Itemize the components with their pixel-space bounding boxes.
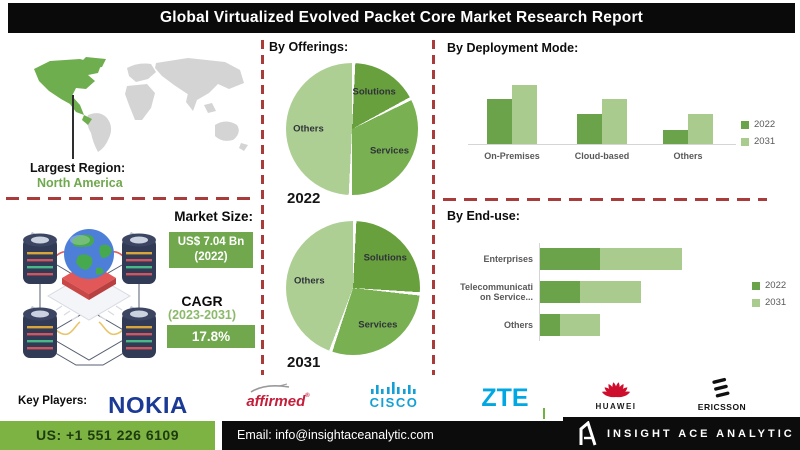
deployment-bar-2022	[487, 99, 512, 144]
enduse-segment-2031	[600, 248, 682, 270]
deployment-category-label: Cloud-based	[574, 151, 630, 161]
brand-name: INSIGHT ACE ANALYTIC	[607, 427, 795, 440]
largest-region-label: Largest Region:	[30, 161, 126, 175]
deployment-legend: 2022 2031	[741, 119, 775, 153]
enduse-title: By End-use:	[447, 209, 520, 223]
cisco-bars-icon	[371, 382, 416, 394]
offerings-pie-2022: Solutions Services Others	[286, 63, 418, 195]
legend-label: 2031	[765, 297, 787, 308]
enduse-segment-2022	[540, 281, 580, 303]
legend-swatch	[741, 120, 749, 129]
deployment-category-label: On-Premises	[484, 151, 540, 161]
pie-year-2031: 2031	[287, 354, 321, 371]
huawei-flower-icon	[601, 382, 631, 398]
pie-slice-label: Others	[294, 275, 325, 287]
deployment-bar-2022	[577, 114, 602, 144]
huawei-logo: HUAWEI	[595, 402, 637, 411]
enduse-bar-row	[540, 314, 750, 336]
world-map	[34, 57, 248, 152]
deployment-bar-2022	[663, 130, 688, 144]
legend-label: 2031	[754, 136, 776, 147]
pie-slice-label: Solutions	[363, 252, 407, 264]
brand-accent-tick	[543, 408, 545, 419]
affirmed-text: affirmed	[246, 393, 306, 410]
cagr-label: CAGR	[181, 293, 223, 309]
legend-swatch	[741, 137, 749, 146]
affirmed-logo: affirmed®	[243, 393, 313, 410]
legend-item-2031: 2031	[752, 297, 786, 308]
pie-slice-label: Services	[358, 319, 398, 331]
enduse-bar-row	[540, 281, 750, 303]
cisco-logo: CISCO	[369, 395, 419, 410]
legend-swatch	[752, 281, 760, 290]
zte-logo: ZTE	[481, 384, 529, 412]
cagr-period: (2023-2031)	[167, 308, 237, 322]
nokia-logo: NOKIA	[108, 392, 188, 418]
brand-banner: INSIGHT ACE ANALYTIC	[563, 417, 800, 450]
deployment-bar-2031	[512, 85, 537, 144]
report-title: Global Virtualized Evolved Packet Core M…	[8, 3, 795, 33]
deployment-bar-2031	[602, 99, 627, 144]
key-players-label: Key Players:	[18, 395, 88, 407]
cagr-value-box: 17.8%	[167, 325, 255, 348]
market-size-value: US$ 7.04 Bn	[177, 236, 245, 248]
enduse-category-label: Others	[503, 319, 533, 330]
market-size-label: Market Size:	[174, 209, 253, 224]
offerings-title: By Offerings:	[269, 40, 349, 54]
enduse-legend: 2022 2031	[752, 280, 786, 314]
enduse-category-label: Telecommunicati on Service...	[460, 281, 533, 303]
divider-right	[443, 198, 767, 201]
largest-region-value: North America	[37, 176, 123, 190]
enduse-bar-row	[540, 248, 750, 270]
affirmed-reg-mark: ®	[305, 393, 310, 399]
legend-item-2022: 2022	[741, 119, 775, 130]
deployment-bar-2031	[688, 114, 713, 144]
affirmed-swoosh-icon	[250, 383, 290, 393]
enduse-segment-2031	[560, 314, 600, 336]
legend-swatch	[752, 298, 760, 307]
offerings-pie-2031: Solutions Services Others	[286, 221, 420, 355]
server-globe-illustration	[23, 229, 156, 366]
market-size-year: (2022)	[194, 251, 228, 263]
legend-label: 2022	[754, 119, 776, 130]
enduse-segment-2031	[580, 281, 641, 303]
deployment-title: By Deployment Mode:	[447, 41, 579, 55]
market-size-box: US$ 7.04 Bn (2022)	[169, 232, 253, 268]
ericsson-logo: ERICSSON	[697, 402, 747, 412]
pie-slice-label: Solutions	[352, 86, 396, 97]
enduse-category-label: Enterprises	[483, 253, 533, 264]
pie-year-2022: 2022	[287, 190, 321, 207]
phone-banner: US: +1 551 226 6109	[0, 421, 215, 450]
enduse-axis-line	[539, 243, 540, 341]
divider-mid-right	[432, 40, 435, 375]
enduse-segment-2022	[540, 248, 600, 270]
region-pointer-line	[72, 95, 74, 159]
legend-item-2031: 2031	[741, 136, 775, 147]
legend-item-2022: 2022	[752, 280, 786, 291]
ericsson-bars-icon	[712, 377, 730, 398]
deployment-category-labels: On-Premises Cloud-based Others	[468, 149, 736, 163]
divider-mid-left	[261, 40, 264, 375]
pie-slice-label: Others	[293, 123, 324, 135]
email-banner: Email: info@insightaceanalytic.com	[222, 421, 563, 450]
insight-ace-logo-icon	[579, 420, 597, 445]
deployment-chart	[468, 78, 736, 145]
pie-slice-label: Services	[369, 145, 410, 157]
deployment-category-label: Others	[673, 151, 703, 161]
legend-label: 2022	[765, 280, 787, 291]
enduse-segment-2022	[540, 314, 560, 336]
divider-left	[6, 197, 252, 200]
